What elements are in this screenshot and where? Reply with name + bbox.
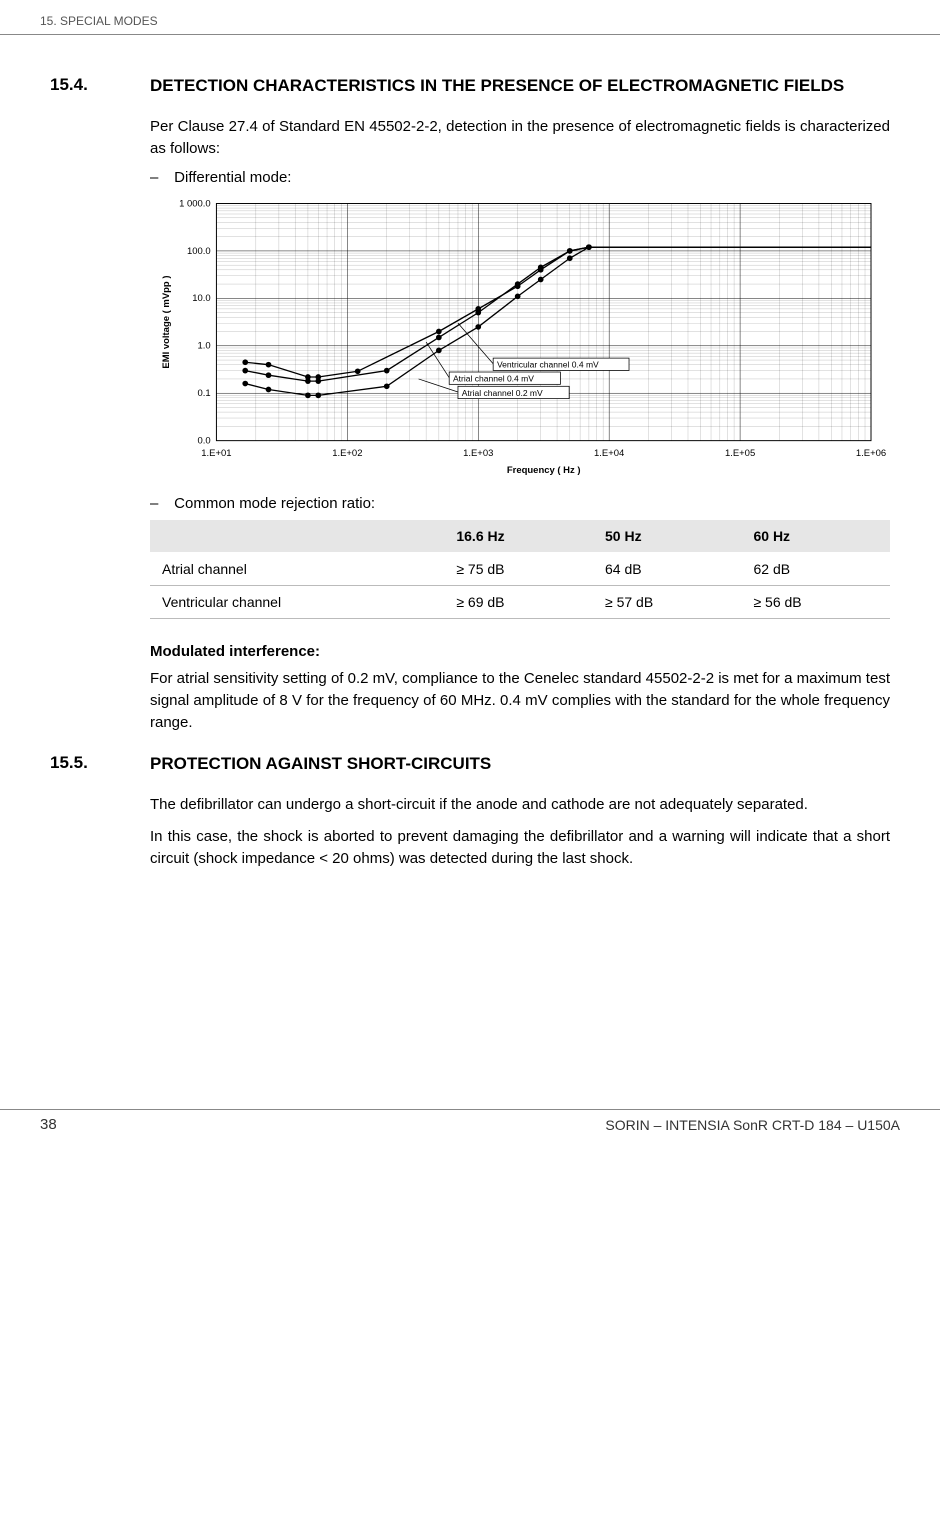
svg-text:10.0: 10.0: [192, 294, 210, 305]
table-row: Atrial channel≥ 75 dB64 dB62 dB: [150, 553, 890, 586]
svg-text:EMI voltage ( mVpp ): EMI voltage ( mVpp ): [161, 276, 172, 369]
table-row: Ventricular channel≥ 69 dB≥ 57 dB≥ 56 dB: [150, 586, 890, 619]
footer: 38 SORIN – INTENSIA SonR CRT-D 184 – U15…: [0, 1109, 940, 1149]
modulated-heading: Modulated interference:: [150, 643, 890, 660]
cmrr-bullet: – Common mode rejection ratio:: [150, 495, 890, 512]
section-number: 15.4.: [50, 75, 150, 98]
section-number: 15.5.: [50, 753, 150, 776]
bullet-text: Common mode rejection ratio:: [174, 495, 375, 512]
differential-mode-bullet: – Differential mode:: [150, 169, 890, 186]
table-cell: 64 dB: [593, 553, 741, 586]
svg-text:0.0: 0.0: [198, 436, 211, 447]
page-header: 15. SPECIAL MODES: [0, 0, 940, 35]
svg-text:0.1: 0.1: [198, 389, 211, 400]
svg-text:1.E+04: 1.E+04: [594, 448, 624, 459]
svg-text:1.0: 1.0: [198, 341, 211, 352]
chart-svg: 0.0 0.1 1.0 10.0 100.0 1 000.0 1.E+01 1.E+02 1.E…: [150, 194, 890, 479]
page-number: 38: [40, 1116, 57, 1133]
table-header: 60 Hz: [741, 520, 890, 553]
svg-text:1.E+02: 1.E+02: [332, 448, 362, 459]
section-154-heading: 15.4. DETECTION CHARACTERISTICS IN THE P…: [50, 75, 890, 98]
table-cell: 62 dB: [741, 553, 890, 586]
emi-chart: 0.0 0.1 1.0 10.0 100.0 1 000.0 1.E+01 1.E+02 1.E…: [150, 194, 890, 479]
table-cell: ≥ 75 dB: [444, 553, 593, 586]
table-cell: Ventricular channel: [150, 586, 444, 619]
chapter-ref: 15. SPECIAL MODES: [40, 14, 158, 28]
section-title: PROTECTION AGAINST SHORT-CIRCUITS: [150, 753, 491, 776]
table-cell: ≥ 69 dB: [444, 586, 593, 619]
content-area: 15.4. DETECTION CHARACTERISTICS IN THE P…: [0, 35, 940, 869]
table-header: 50 Hz: [593, 520, 741, 553]
svg-text:1.E+05: 1.E+05: [725, 448, 755, 459]
bullet-text: Differential mode:: [174, 169, 291, 186]
svg-text:Ventricular channel 0.4 mV: Ventricular channel 0.4 mV: [497, 360, 599, 370]
svg-text:1.E+06: 1.E+06: [856, 448, 886, 459]
svg-text:100.0: 100.0: [187, 246, 211, 257]
table-cell: Atrial channel: [150, 553, 444, 586]
table-cell: ≥ 57 dB: [593, 586, 741, 619]
p155-1: The defibrillator can undergo a short-ci…: [150, 794, 890, 816]
svg-text:1.E+01: 1.E+01: [201, 448, 231, 459]
svg-text:Atrial channel 0.2 mV: Atrial channel 0.2 mV: [462, 388, 543, 398]
cmrr-table: 16.6 Hz50 Hz60 HzAtrial channel≥ 75 dB64…: [150, 520, 890, 619]
table-cell: ≥ 56 dB: [741, 586, 890, 619]
intro-paragraph: Per Clause 27.4 of Standard EN 45502-2-2…: [150, 116, 890, 160]
svg-text:Frequency ( Hz ): Frequency ( Hz ): [507, 465, 581, 476]
svg-text:1 000.0: 1 000.0: [179, 199, 211, 210]
modulated-text: For atrial sensitivity setting of 0.2 mV…: [150, 668, 890, 733]
svg-text:Atrial channel 0.4 mV: Atrial channel 0.4 mV: [453, 374, 534, 384]
dash-icon: –: [150, 169, 170, 186]
doc-reference: SORIN – INTENSIA SonR CRT-D 184 – U150A: [605, 1117, 900, 1133]
section-title: DETECTION CHARACTERISTICS IN THE PRESENC…: [150, 75, 844, 98]
dash-icon: –: [150, 495, 170, 512]
table-header: 16.6 Hz: [444, 520, 593, 553]
section-155-heading: 15.5. PROTECTION AGAINST SHORT-CIRCUITS: [50, 753, 890, 776]
svg-text:1.E+03: 1.E+03: [463, 448, 493, 459]
p155-2: In this case, the shock is aborted to pr…: [150, 826, 890, 870]
table-header: [150, 520, 444, 553]
